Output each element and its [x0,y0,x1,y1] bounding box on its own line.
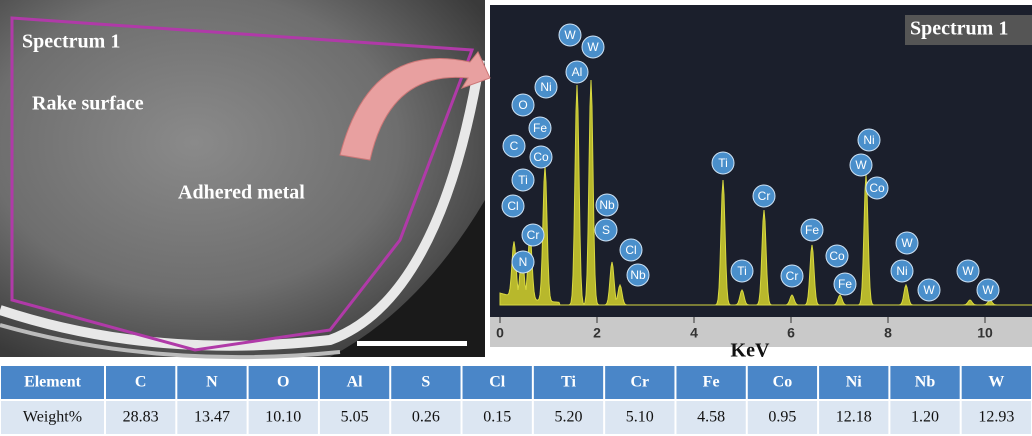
table-cell-text: 10.10 [265,409,301,426]
peak-label: Ni [540,80,551,94]
peak-label: N [519,255,528,269]
peak-label: Cr [786,269,799,283]
table-cell-text: 28.83 [123,409,159,426]
table-cell-text: 0.15 [483,409,511,426]
table-header: Co [773,374,793,391]
table-header: N [206,374,218,391]
peak-label: W [855,158,867,172]
peak-label: Cr [527,228,540,242]
table-header: Nb [915,374,936,391]
peak-label: Ti [718,156,728,170]
peak-label: Nb [630,268,646,282]
table-header: Cr [630,374,649,391]
peak-label: Cl [507,199,518,213]
table-cell-text: 0.95 [768,409,796,426]
table-header: W [988,374,1004,391]
table-header: Fe [703,374,720,391]
table-cell-text: 1.20 [911,409,939,426]
peak-label: C [510,139,519,153]
table-header: Ti [561,374,576,391]
x-tick-label: 6 [787,325,795,341]
peak-label: W [923,283,935,297]
peak-label: Ti [737,264,747,278]
table-header: Ni [846,374,863,391]
peak-label: Fe [805,223,819,237]
peak-label: Fe [838,277,852,291]
peak-label: S [602,223,610,237]
table-cell-text: 5.10 [626,409,654,426]
peak-label: Cr [758,189,771,203]
peak-label: Ni [896,264,907,278]
table-cell-text: 5.20 [555,409,583,426]
peak-label: O [518,98,527,112]
peak-label: W [901,236,913,250]
peak-label: W [564,28,576,42]
peak-label: Co [533,150,549,164]
spectrum-label: Spectrum 1 [910,18,1008,40]
peak-label: Nb [599,198,615,212]
x-tick-label: 8 [884,325,892,341]
x-axis-label: KeV [731,340,770,362]
spectrum-panel: Spectrum 1 KeV [490,5,1032,362]
x-tick-label: 2 [593,325,601,341]
figure: Spectrum 1 Rake surface Adhered metal Sp… [0,0,1032,436]
table-cell-text: 4.58 [697,409,725,426]
peak-label: Co [869,181,885,195]
peak-label: Al [572,65,583,79]
region-label: Adhered metal [178,182,305,204]
table-cell-text: 12.18 [836,409,872,426]
table-header: Cl [489,374,506,391]
table: Element C N O Al S Cl Ti Cr Fe Co Ni Nb W Weight% 28.83… [1,366,1031,434]
spectrum-label: Spectrum 1 [22,31,120,53]
x-tick-label: 4 [690,325,698,341]
table-cell-text: 5.05 [341,409,369,426]
table-cell-text: 0.26 [412,409,440,426]
x-tick-label: 0 [496,325,504,341]
peak-label: Co [829,249,845,263]
table-header: C [135,374,147,391]
table-header: Element [24,374,82,391]
table-header: O [277,374,289,391]
peak-label: W [982,283,994,297]
table-cell-text: 13.47 [194,409,230,426]
region-label: Rake surface [32,93,144,115]
table-cell-text: 12.93 [978,409,1014,426]
sem-image: Spectrum 1 Rake surface Adhered metal [0,0,485,357]
peak-label: Ti [518,173,528,187]
table-header: S [421,374,430,391]
table-header: Al [347,374,364,391]
peak-label: Cl [625,243,636,257]
x-tick-label: 10 [977,325,993,341]
peak-label: Ni [863,133,874,147]
table-cell-text: Weight% [23,409,82,426]
peak-label: Fe [533,121,547,135]
peak-label: W [962,264,974,278]
peak-label: W [587,40,599,54]
